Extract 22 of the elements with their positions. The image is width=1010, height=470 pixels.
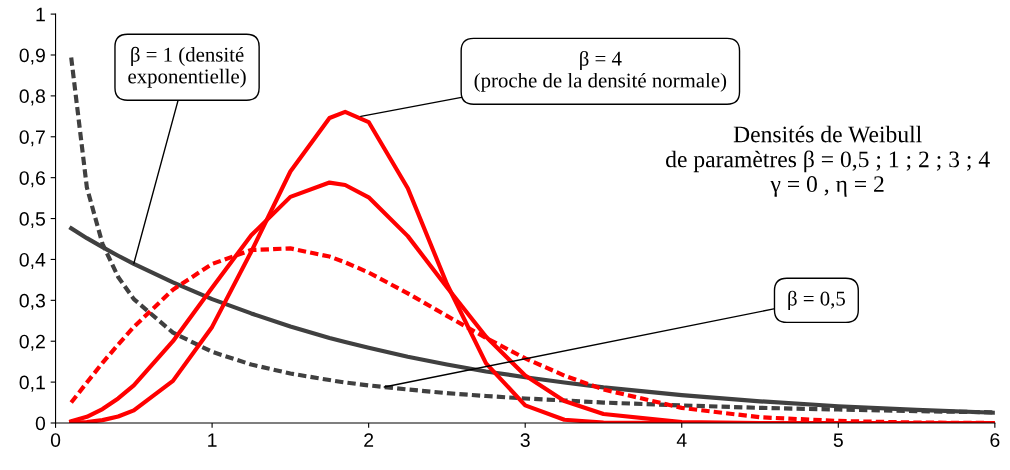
y-tick-label: 0,9 bbox=[19, 48, 45, 65]
annotation: Densités de Weibull de paramètres β = 0,5 ; 1 ; 2 ; 3 ; 4 γ = 0 , η = 2 bbox=[666, 125, 990, 197]
y-tick-label: 0,7 bbox=[19, 130, 45, 147]
y-tick-label: 0,6 bbox=[19, 171, 45, 188]
annotation: β = 4 (proche de la densité normale) bbox=[474, 50, 727, 92]
x-tick-label: 4 bbox=[676, 433, 687, 447]
y-tick-label: 0,4 bbox=[19, 252, 46, 269]
y-tick-label: 0,3 bbox=[19, 293, 45, 310]
x-tick-label: 3 bbox=[520, 433, 530, 447]
y-tick-label: 0,2 bbox=[19, 334, 45, 351]
x-tick-label: 2 bbox=[364, 433, 374, 447]
y-tick-label: 0,1 bbox=[19, 375, 45, 392]
x-tick-label: 0 bbox=[50, 433, 61, 447]
annotation: β = 0,5 bbox=[788, 290, 845, 310]
x-tick-label: 5 bbox=[833, 433, 843, 447]
x-tick-label: 1 bbox=[208, 433, 217, 447]
x-tick-label: 6 bbox=[990, 433, 1000, 447]
y-tick-label: 0,8 bbox=[19, 89, 45, 106]
y-tick-label: 1 bbox=[36, 7, 45, 22]
y-tick-label: 0 bbox=[35, 416, 46, 431]
annotation: β = 1 (densité exponentielle) bbox=[128, 46, 246, 88]
y-tick-label: 0,5 bbox=[19, 212, 46, 229]
